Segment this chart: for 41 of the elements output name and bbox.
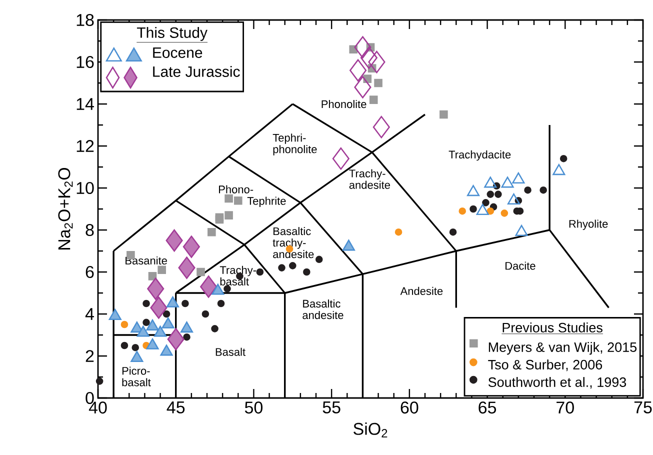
legend-label: Tso & Surber, 2006 (488, 360, 602, 372)
x-tick-label: 45 (166, 402, 185, 414)
annotation: Picro-basalt (122, 366, 151, 386)
text: Previous Studies (502, 322, 602, 332)
y-tick-label: 2 (86, 350, 94, 362)
annotation: Rhyolite (569, 220, 608, 230)
legend-label: Southworth et al., 1993 (488, 377, 626, 389)
x-axis-title: SiO$_{2}$ (354, 422, 388, 438)
x-tick-label: 70 (556, 402, 574, 414)
annotation: Basaltic trachy-andesite (272, 227, 314, 258)
y-tick-label: 6 (86, 266, 94, 278)
annotation: Andesite (400, 286, 443, 295)
y-tick-label: 0 (86, 392, 94, 404)
annotation: Basanite (126, 256, 167, 265)
y-axis-title: Na$_{2}$O+K$_{2}$O (58, 168, 73, 250)
y-tick-label: 18 (76, 14, 94, 26)
y-tick-label: 8 (86, 224, 94, 236)
x-tick-label: 50 (244, 402, 263, 414)
x-tick-label: 75 (634, 402, 652, 414)
legend-label: Late Jurassic (153, 66, 240, 77)
y-tick-label: 16 (76, 56, 94, 68)
x-tick-label: 60 (400, 402, 418, 414)
x-tick-label: 40 (88, 402, 107, 414)
x-tick-label: 65 (478, 402, 496, 414)
y-tick-label: 10 (76, 182, 94, 194)
y-tick-label: 4 (85, 308, 94, 320)
annotation: Trachydacite (448, 150, 511, 161)
annotation: Trachy-andesite (349, 169, 390, 189)
annotation: Phonolite (322, 100, 366, 108)
annotation: Phono-Tephrite (219, 185, 286, 208)
legend-label: Eocene (153, 47, 202, 58)
legend-label: Meyers & van Wijk, 2015 (488, 342, 637, 355)
annotation: Dacite (506, 262, 536, 270)
annotation: Basaltic andesite (302, 300, 344, 320)
annotation: Tephri-phonolite (272, 134, 317, 156)
annotation: Basalt (216, 348, 246, 356)
x-tick-label: 55 (322, 402, 340, 414)
annotation: Trachy-basalt (220, 266, 256, 286)
y-tick-label: 12 (76, 140, 94, 152)
y-tick-label: 14 (76, 98, 94, 110)
text: This Study (136, 26, 208, 41)
